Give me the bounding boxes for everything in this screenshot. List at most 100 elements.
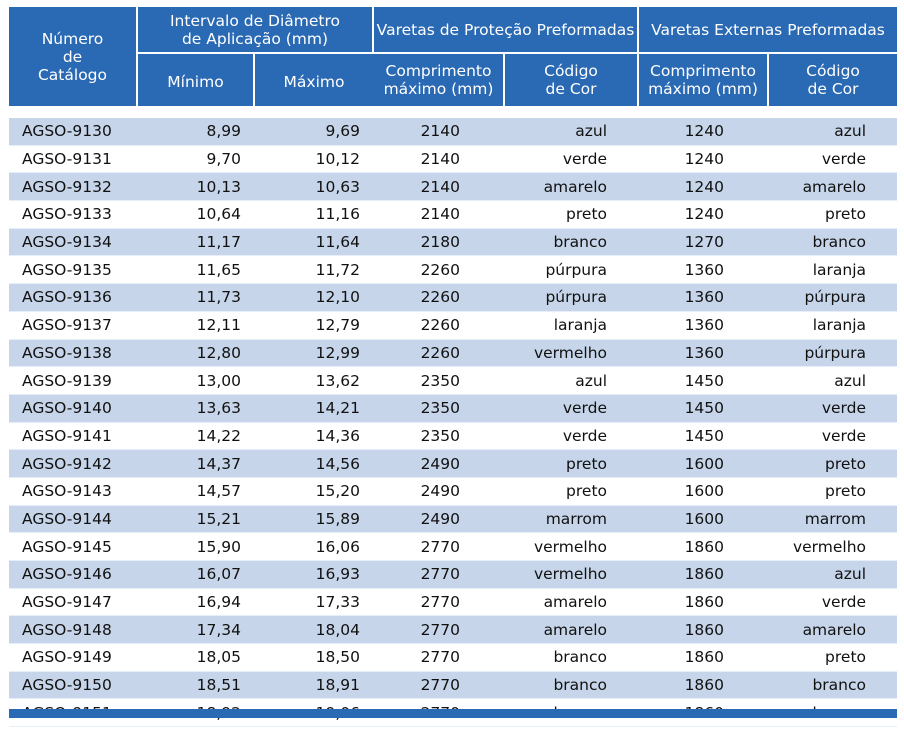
catalog-number-cell: AGSO-9148 — [9, 615, 137, 645]
external-color-cell: azul — [768, 118, 898, 146]
diameter-min-cell: 18,51 — [137, 671, 254, 700]
protection-length-cell: 2260 — [373, 311, 505, 340]
diameter-min-cell: 10,64 — [137, 200, 254, 229]
diameter-min-cell: 14,57 — [137, 477, 254, 506]
protection-length-cell: 2350 — [373, 422, 505, 451]
external-color-cell: verde — [768, 394, 898, 423]
protection-length-cell: 2490 — [373, 449, 505, 478]
table-row: AGSO-9135 11,65 11,72 2260 púrpura 1360 laranj… — [9, 255, 898, 285]
diameter-min-cell: 18,05 — [137, 643, 254, 672]
diameter-min-cell: 17,34 — [137, 615, 254, 645]
header-min: Mínimo — [137, 53, 255, 108]
protection-color-cell: laranja — [504, 311, 639, 340]
header-spacer — [9, 107, 898, 118]
catalog-table: Número de Catálogo Intervalo de Diâmetro… — [9, 7, 898, 728]
protection-color-cell: vermelho — [504, 532, 639, 561]
diameter-min-cell: 12,11 — [137, 311, 254, 340]
bottom-bar — [9, 709, 897, 718]
protection-color-cell: azul — [504, 366, 639, 395]
catalog-number-cell: AGSO-9149 — [9, 643, 137, 672]
diameter-min-cell: 11,17 — [137, 228, 254, 257]
protection-length-cell: 2260 — [373, 255, 505, 285]
header-max-label: Máximo — [283, 73, 345, 91]
external-length-cell: 1360 — [638, 311, 769, 340]
diameter-min-cell: 15,21 — [137, 505, 254, 534]
diameter-max-cell: 11,16 — [254, 200, 374, 229]
table-row: AGSO-9134 11,17 11,64 2180 branco 1270 branco — [9, 228, 898, 257]
table-row: AGSO-9139 13,00 13,62 2350 azul 1450 azul — [9, 366, 898, 395]
diameter-max-cell: 14,56 — [254, 449, 374, 478]
diameter-min-cell: 16,07 — [137, 560, 254, 589]
header-protection-color: Código de Cor — [504, 53, 640, 108]
catalog-number-cell: AGSO-9137 — [9, 311, 137, 340]
protection-length-cell: 2180 — [373, 228, 505, 257]
diameter-max-cell: 17,33 — [254, 588, 374, 617]
external-color-cell: branco — [768, 671, 898, 700]
external-length-cell: 1450 — [638, 366, 769, 395]
protection-color-cell: vermelho — [504, 339, 639, 368]
external-length-cell: 1450 — [638, 422, 769, 451]
catalog-number-cell: AGSO-9143 — [9, 477, 137, 506]
diameter-min-cell: 9,70 — [137, 145, 254, 174]
diameter-max-cell: 11,64 — [254, 228, 374, 257]
catalog-number-cell: AGSO-9140 — [9, 394, 137, 423]
protection-color-cell: amarelo — [504, 588, 639, 617]
external-length-cell: 1240 — [638, 200, 769, 229]
protection-color-cell: amarelo — [504, 172, 639, 202]
catalog-number-cell: AGSO-9135 — [9, 255, 137, 285]
catalog-number-cell: AGSO-9145 — [9, 532, 137, 561]
catalog-number-cell: AGSO-9139 — [9, 366, 137, 395]
header-external-rods: Varetas Externas Preformadas — [638, 7, 898, 54]
protection-length-cell: 2770 — [373, 588, 505, 617]
protection-color-cell: preto — [504, 477, 639, 506]
protection-color-cell: verde — [504, 145, 639, 174]
diameter-min-cell: 12,80 — [137, 339, 254, 368]
external-color-cell: verde — [768, 588, 898, 617]
external-color-cell: preto — [768, 200, 898, 229]
protection-color-cell: verde — [504, 394, 639, 423]
external-length-cell: 1860 — [638, 588, 769, 617]
diameter-max-cell: 16,93 — [254, 560, 374, 589]
catalog-number-cell: AGSO-9147 — [9, 588, 137, 617]
protection-color-cell: púrpura — [504, 283, 639, 312]
external-color-cell: amarelo — [768, 615, 898, 645]
diameter-max-cell: 10,63 — [254, 172, 374, 202]
catalog-number-cell: AGSO-9133 — [9, 200, 137, 229]
diameter-max-cell: 11,72 — [254, 255, 374, 285]
protection-length-cell: 2770 — [373, 643, 505, 672]
table-row: AGSO-9148 17,34 18,04 2770 amarelo 1860 amarel… — [9, 615, 898, 645]
table-row: AGSO-9131 9,70 10,12 2140 verde 1240 verde — [9, 145, 898, 174]
header-catalog-number: Número de Catálogo — [9, 7, 138, 108]
external-color-cell: verde — [768, 145, 898, 174]
catalog-number-cell: AGSO-9134 — [9, 228, 137, 257]
external-color-cell: laranja — [768, 255, 898, 285]
diameter-min-cell: 8,99 — [137, 118, 254, 146]
table-row: AGSO-9140 13,63 14,21 2350 verde 1450 verde — [9, 394, 898, 423]
table-header: Número de Catálogo Intervalo de Diâmetro… — [9, 7, 898, 108]
protection-color-cell: vermelho — [504, 560, 639, 589]
diameter-max-cell: 13,62 — [254, 366, 374, 395]
diameter-min-cell: 16,94 — [137, 588, 254, 617]
external-color-cell: preto — [768, 643, 898, 672]
protection-length-cell: 2260 — [373, 339, 505, 368]
external-length-cell: 1860 — [638, 643, 769, 672]
protection-length-cell: 2350 — [373, 394, 505, 423]
external-color-cell: azul — [768, 366, 898, 395]
catalog-number-cell: AGSO-9141 — [9, 422, 137, 451]
diameter-max-cell: 16,06 — [254, 532, 374, 561]
protection-color-cell: marrom — [504, 505, 639, 534]
protection-length-cell: 2260 — [373, 283, 505, 312]
catalog-number-cell: AGSO-9144 — [9, 505, 137, 534]
protection-length-cell: 2140 — [373, 118, 505, 146]
protection-length-cell: 2770 — [373, 560, 505, 589]
diameter-min-cell: 13,00 — [137, 366, 254, 395]
diameter-max-cell: 12,99 — [254, 339, 374, 368]
diameter-max-cell: 12,79 — [254, 311, 374, 340]
table-row: AGSO-9149 18,05 18,50 2770 branco 1860 preto — [9, 643, 898, 672]
table-row: AGSO-9138 12,80 12,99 2260 vermelho 1360 púrpu… — [9, 339, 898, 368]
diameter-min-cell: 14,37 — [137, 449, 254, 478]
header-diameter-range: Intervalo de Diâmetro de Aplicação (mm) — [137, 7, 375, 54]
protection-color-cell: branco — [504, 228, 639, 257]
diameter-max-cell: 18,91 — [254, 671, 374, 700]
diameter-max-cell: 15,20 — [254, 477, 374, 506]
